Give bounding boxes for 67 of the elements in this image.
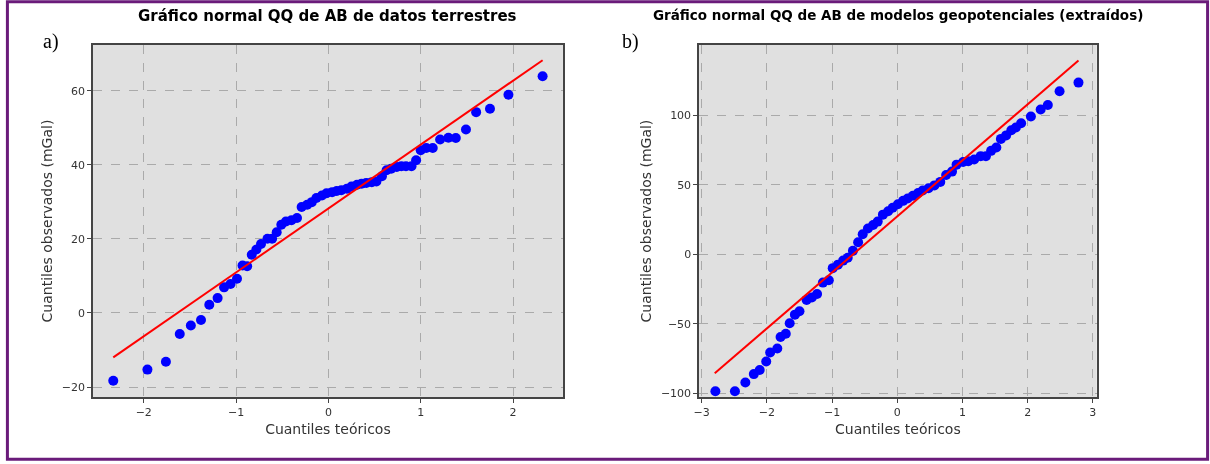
- y-tick-label: 40: [71, 158, 86, 172]
- point: [471, 107, 482, 118]
- x-tick-label: −2: [758, 406, 775, 420]
- chart-title: Gráfico normal QQ de AB de modelos geopotenciales (extraídos): [653, 7, 1144, 23]
- x-tick-label: 2: [509, 406, 517, 420]
- x-tick-label: 1: [958, 406, 966, 420]
- chart-title: Gráfico normal QQ de AB de datos terrestres: [138, 7, 517, 25]
- x-axis-title: Cuantiles teóricos: [835, 421, 961, 438]
- x-tick-label: −1: [823, 406, 841, 420]
- y-tick-label: −50: [667, 317, 692, 331]
- point: [1025, 111, 1036, 122]
- point: [160, 356, 171, 367]
- point: [108, 375, 119, 386]
- point: [232, 273, 242, 284]
- point: [1016, 118, 1027, 129]
- point: [1042, 100, 1053, 111]
- x-tick-label: 2: [1024, 406, 1032, 420]
- point: [292, 213, 303, 224]
- point: [812, 289, 823, 300]
- y-tick-label: 20: [71, 232, 86, 246]
- y-axis-title: Cuantiles observados (mGal): [38, 119, 55, 323]
- point: [784, 318, 795, 329]
- point: [853, 237, 864, 248]
- y-axis-title: Cuantiles observados (mGal): [638, 119, 655, 323]
- point: [484, 103, 495, 114]
- point: [794, 306, 805, 317]
- point: [772, 343, 783, 354]
- x-tick-label: 1: [417, 406, 425, 420]
- x-tick-label: −1: [227, 406, 245, 420]
- x-tick-label: 3: [1089, 406, 1097, 420]
- point: [460, 124, 471, 135]
- point: [185, 320, 196, 331]
- point: [411, 155, 422, 166]
- y-tick-label: 0: [684, 248, 692, 262]
- point: [991, 142, 1002, 153]
- point: [754, 364, 765, 375]
- point: [740, 377, 751, 388]
- point: [204, 299, 215, 310]
- point: [1054, 86, 1065, 97]
- point: [780, 328, 791, 339]
- point: [761, 356, 772, 367]
- text: b): [622, 30, 639, 53]
- x-tick-label: −2: [135, 406, 152, 420]
- point: [271, 227, 282, 238]
- text: a): [43, 30, 59, 53]
- point: [195, 314, 206, 325]
- point: [537, 71, 548, 82]
- point: [872, 216, 883, 227]
- y-tick-label: −100: [660, 387, 692, 401]
- point: [503, 89, 514, 100]
- point: [212, 293, 223, 304]
- point: [256, 239, 266, 250]
- x-tick-label: 0: [893, 406, 901, 420]
- x-tick-label: −3: [693, 406, 710, 420]
- y-tick-label: 0: [78, 306, 86, 320]
- point: [710, 386, 721, 397]
- x-axis-title: Cuantiles teóricos: [265, 421, 391, 438]
- point: [174, 329, 185, 340]
- point: [1073, 77, 1084, 88]
- y-tick-label: −20: [61, 380, 86, 394]
- point: [729, 386, 740, 397]
- y-tick-label: 60: [71, 84, 86, 98]
- point: [142, 364, 153, 375]
- y-tick-label: 50: [677, 178, 692, 192]
- x-tick-label: 0: [324, 406, 332, 420]
- y-tick-label: 100: [670, 108, 692, 122]
- point: [435, 134, 446, 145]
